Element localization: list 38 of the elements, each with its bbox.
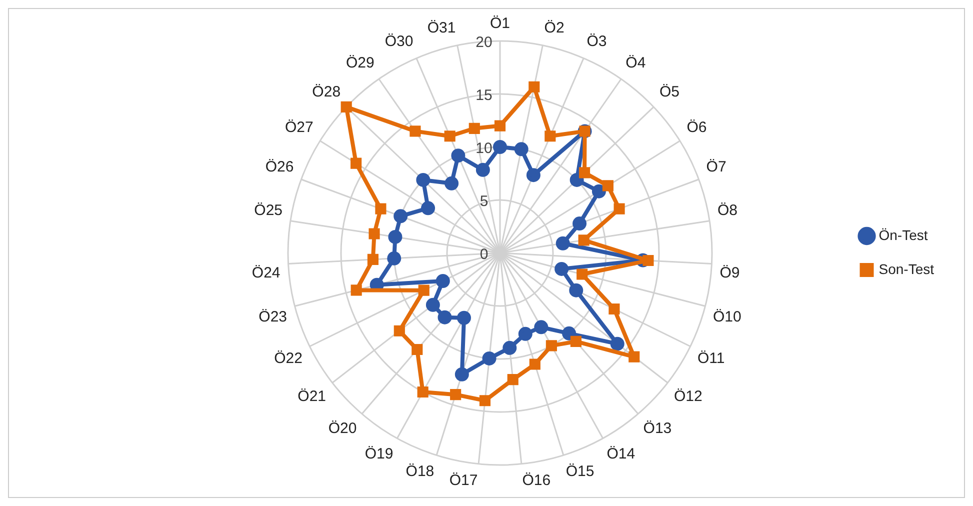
spoke-label: Ö12 (674, 388, 702, 405)
spoke-label: Ö7 (706, 158, 726, 176)
spoke-label: Ö23 (258, 308, 288, 326)
spoke-label: Ö15 (566, 463, 594, 480)
spoke-label: Ö4 (626, 54, 646, 72)
spoke-label: Ö2 (544, 20, 564, 37)
spoke-label: Ö26 (265, 158, 294, 176)
spoke-label: Ö8 (717, 202, 738, 219)
legend-label: Ön-Test (878, 226, 928, 243)
spoke-label: Ö10 (712, 308, 742, 326)
spoke-label: Ö22 (274, 350, 302, 368)
spoke-label: Ö27 (284, 118, 314, 136)
spoke-label: Ö9 (720, 264, 740, 282)
spoke-label: Ö16 (522, 472, 551, 490)
y-tick-label: 15 (476, 87, 492, 104)
y-tick-label: 5 (480, 193, 488, 210)
spoke-label: Ö18 (406, 463, 434, 480)
spoke-label: Ö13 (643, 420, 672, 438)
spoke-label: Ö28 (312, 84, 341, 101)
spoke-label: Ö19 (364, 445, 394, 462)
spoke-label: Ö6 (686, 118, 707, 136)
spoke-label: Ö24 (252, 264, 280, 282)
spoke-label: Ö25 (254, 202, 283, 219)
spoke-label: Ö30 (384, 32, 414, 50)
spoke-label: Ö21 (298, 388, 326, 405)
spoke-label: Ö20 (328, 420, 357, 438)
y-tick-label: 20 (476, 34, 492, 52)
spoke-label: Ö17 (449, 472, 478, 490)
y-tick-label: 10 (476, 140, 492, 158)
spoke-label: Ö3 (586, 32, 607, 50)
legend-label: Son-Test (878, 260, 934, 277)
spoke-label: Ö1 (490, 15, 510, 32)
spoke-label: Ö31 (427, 20, 456, 37)
spoke-label: Ö29 (346, 54, 374, 72)
spoke-label: Ö11 (698, 350, 725, 368)
spoke-label: Ö5 (659, 84, 680, 101)
spoke-label: Ö14 (606, 445, 636, 462)
y-tick-label: 0 (480, 246, 488, 264)
